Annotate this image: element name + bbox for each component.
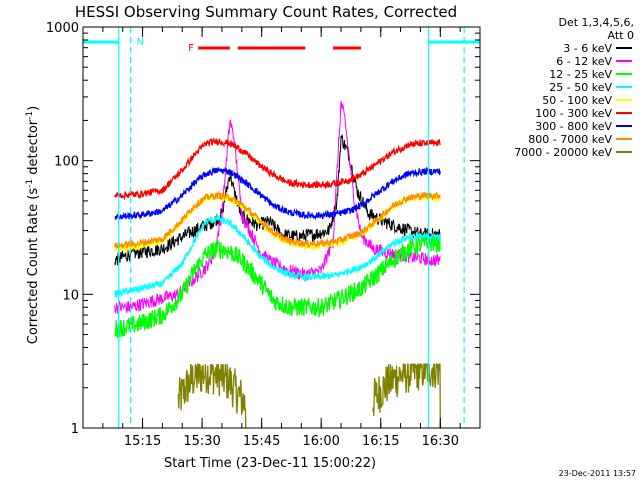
y-axis-label-sup2: -1 bbox=[25, 111, 35, 120]
night-label: N bbox=[137, 37, 144, 48]
annotations-group: NF bbox=[83, 27, 480, 428]
y-tick-label: 10 bbox=[62, 288, 79, 303]
series-line-1 bbox=[114, 100, 441, 314]
y-axis-label-sup1: -1 bbox=[25, 179, 35, 188]
legend-entry-label: 100 - 300 keV bbox=[535, 107, 612, 120]
chart-title: HESSI Observing Summary Count Rates, Cor… bbox=[75, 3, 457, 21]
legend-entry-label: 12 - 25 keV bbox=[549, 68, 612, 81]
legend-entry-label: 7000 - 20000 keV bbox=[514, 146, 612, 159]
series-line-0 bbox=[114, 134, 441, 266]
y-axis-label-main: Corrected Count Rate (s bbox=[26, 188, 41, 345]
x-tick-label: 15:30 bbox=[183, 434, 220, 449]
y-tick-label: 1 bbox=[71, 422, 79, 437]
x-axis-label: Start Time (23-Dec-11 15:00:22) bbox=[164, 456, 376, 471]
y-axis-label-mid: detector bbox=[26, 119, 41, 179]
series-line-3 bbox=[114, 213, 441, 298]
series-line-5 bbox=[114, 137, 441, 201]
y-axis-label-end: ) bbox=[26, 106, 41, 111]
series-line-8 bbox=[177, 361, 441, 429]
legend-entry-label: 800 - 7000 keV bbox=[528, 133, 612, 146]
series-group bbox=[114, 100, 441, 429]
legend-entry-label: 300 - 800 keV bbox=[535, 120, 612, 133]
x-tick-label: 15:15 bbox=[124, 434, 161, 449]
y-axis-label: Corrected Count Rate (s-1 detector-1) bbox=[25, 106, 41, 344]
legend-entry-label: 3 - 6 keV bbox=[563, 42, 612, 55]
svg-text:Corrected Count Rate (s-1 dete: Corrected Count Rate (s-1 detector-1) bbox=[25, 106, 41, 344]
x-tick-label: 16:30 bbox=[422, 434, 459, 449]
series-line-6 bbox=[114, 166, 441, 221]
axes-group: 1 10 100 1000 15:15 15:30 15:45 16:00 16:15 16:30 bbox=[46, 21, 481, 449]
y-tick-label: 100 bbox=[54, 155, 79, 170]
y-tick-label: 1000 bbox=[46, 21, 79, 36]
series-line-2 bbox=[114, 234, 441, 338]
x-tick-label: 16:15 bbox=[362, 434, 399, 449]
x-tick-label: 15:45 bbox=[243, 434, 280, 449]
x-tick-label: 16:00 bbox=[302, 434, 339, 449]
legend-header: Att 0 bbox=[608, 29, 634, 42]
legend-entry-label: 25 - 50 keV bbox=[549, 81, 612, 94]
series-line-7 bbox=[114, 190, 441, 250]
timestamp: 23-Dec-2011 13:57 bbox=[559, 469, 636, 478]
legend-entry-label: 6 - 12 keV bbox=[556, 55, 612, 68]
legend-header: Det 1,3,4,5,6, bbox=[558, 16, 634, 29]
flare-label: F bbox=[188, 43, 194, 54]
legend-entry-label: 50 - 100 keV bbox=[542, 94, 612, 107]
